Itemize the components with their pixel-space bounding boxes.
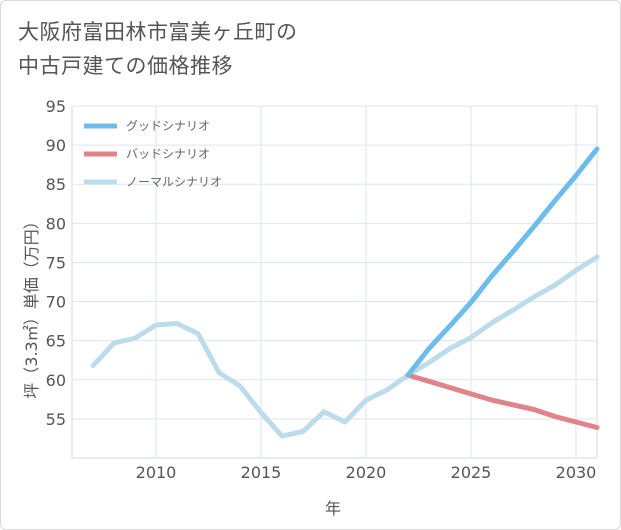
x-axis-label: 年 [325, 499, 341, 518]
y-tick-label: 90 [46, 136, 66, 155]
y-tick-label: 85 [46, 175, 66, 194]
chart-title-line1: 大阪府富田林市富美ヶ丘町の [18, 20, 298, 44]
y-tick-label: 95 [46, 97, 66, 116]
series-line-0 [405, 146, 600, 378]
y-tick-label: 55 [46, 410, 66, 429]
y-tick-label: 75 [46, 253, 66, 272]
x-tick-label: 2020 [346, 463, 387, 482]
x-tick-label: 2015 [241, 463, 282, 482]
series-line-2 [90, 254, 600, 439]
chart-title-line2: 中古戸建ての価格推移 [18, 54, 233, 78]
y-tick-label: 60 [46, 371, 66, 390]
grid [71, 105, 598, 459]
y-tick-label: 70 [46, 293, 66, 312]
y-tick-label: 80 [46, 214, 66, 233]
legend-label: グッドシナリオ [126, 119, 210, 133]
x-tick-label: 2025 [451, 463, 492, 482]
series-lines [90, 146, 600, 439]
y-tick-label: 65 [46, 332, 66, 351]
x-tick-label: 2030 [556, 463, 597, 482]
legend-label: ノーマルシナリオ [126, 175, 222, 189]
x-tick-label: 2010 [136, 463, 177, 482]
legend-label: バッドシナリオ [126, 147, 210, 161]
series-line-1 [405, 372, 600, 430]
chart-title: 大阪府富田林市富美ヶ丘町の 中古戸建ての価格推移 [18, 15, 298, 83]
tick-labels: 55 60 65 70 75 80 85 90 95 2010 2015 2020 2025 2030 [46, 97, 597, 482]
y-axis-label: 坪（3.3㎡）単価（万円） [22, 213, 41, 398]
